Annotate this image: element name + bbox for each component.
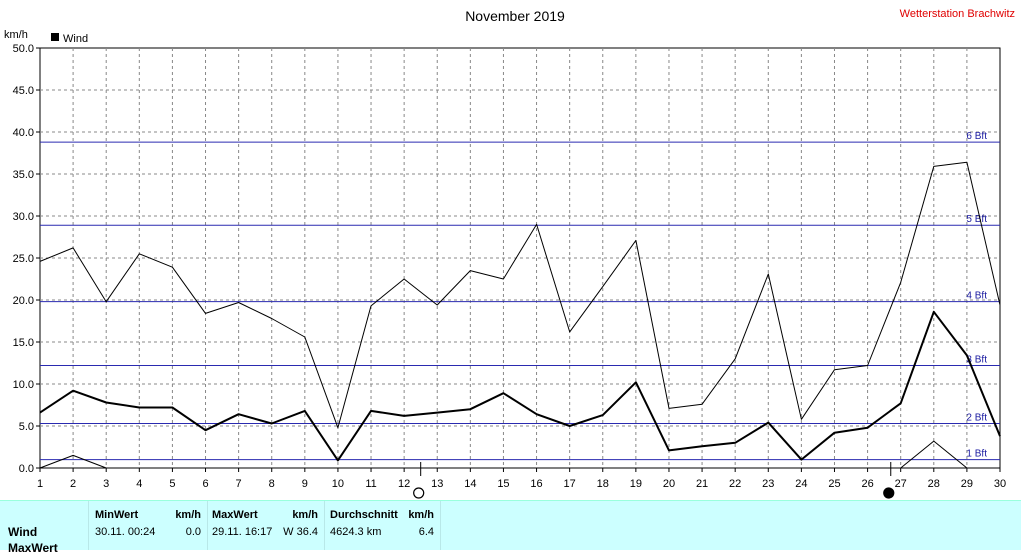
y-tick-label: 25.0 xyxy=(13,253,34,265)
y-tick-label: 45.0 xyxy=(13,85,34,97)
x-tick-label: 4 xyxy=(136,478,142,490)
x-tick-label: 23 xyxy=(762,478,774,490)
station-name: Wetterstation Brachwitz xyxy=(900,8,1015,20)
x-tick-label: 14 xyxy=(464,478,476,490)
stats-avg-value: 6.4 xyxy=(419,526,434,538)
stats-avg-header: Durchschnitt xyxy=(330,509,398,521)
stats-min-value: 0.0 xyxy=(186,526,201,538)
x-tick-label: 25 xyxy=(828,478,840,490)
stats-min-unit: km/h xyxy=(175,509,201,521)
stats-max-value: W 36.4 xyxy=(283,526,318,538)
stats-avg-cell: Durchschnitt km/h 4624.3 km 6.4 xyxy=(324,501,441,550)
beaufort-label: 1 Bft xyxy=(966,449,987,460)
x-tick-label: 26 xyxy=(861,478,873,490)
x-tick-label: 21 xyxy=(696,478,708,490)
stats-min-time: 30.11. 00:24 xyxy=(95,526,155,538)
y-tick-label: 15.0 xyxy=(13,337,34,349)
stats-max-time: 29.11. 16:17 xyxy=(212,526,272,538)
y-axis: 0.0 5.0 10.0 15.0 20.0 25.0 30.0 35.0 40.0 45.0 50… xyxy=(13,43,40,475)
stats-max-cell: MaxWert km/h 29.11. 16:17 W 36.4 xyxy=(206,501,325,550)
wind-chart: November 2019 Wetterstation Brachwitz km… xyxy=(0,0,1021,500)
beaufort-label: 4 Bft xyxy=(966,291,987,302)
x-tick-label: 22 xyxy=(729,478,741,490)
y-tick-label: 0.0 xyxy=(19,463,34,475)
x-tick-label: 3 xyxy=(103,478,109,490)
x-tick-label: 24 xyxy=(795,478,807,490)
x-tick-label: 29 xyxy=(961,478,973,490)
stats-min-header: MinWert xyxy=(95,509,138,521)
y-tick-label: 5.0 xyxy=(19,421,34,433)
x-tick-label: 20 xyxy=(663,478,675,490)
stats-panel: Wind MaxWert MinWert km/h 30.11. 00:24 0… xyxy=(0,500,1021,550)
stats-distance: 4624.3 km xyxy=(330,526,381,538)
stats-row-label-wind: Wind xyxy=(8,525,37,539)
x-tick-label: 18 xyxy=(597,478,609,490)
y-tick-label: 40.0 xyxy=(13,127,34,139)
beaufort-label: 2 Bft xyxy=(966,412,987,423)
x-tick-label: 11 xyxy=(365,478,376,490)
y-tick-label: 10.0 xyxy=(13,379,34,391)
x-tick-label: 6 xyxy=(202,478,208,490)
legend-swatch xyxy=(51,33,59,41)
x-tick-label: 16 xyxy=(530,478,542,490)
x-tick-label: 8 xyxy=(269,478,275,490)
new-moon-icon xyxy=(884,488,894,498)
stats-avg-unit: km/h xyxy=(408,509,434,521)
x-tick-label: 27 xyxy=(895,478,907,490)
beaufort-label: 6 Bft xyxy=(966,131,987,142)
x-tick-label: 10 xyxy=(332,478,344,490)
x-tick-label: 7 xyxy=(236,478,242,490)
beaufort-label: 5 Bft xyxy=(966,214,987,225)
x-tick-label: 17 xyxy=(564,478,576,490)
x-tick-label: 30 xyxy=(994,478,1006,490)
y-tick-label: 50.0 xyxy=(13,43,34,55)
y-tick-label: 30.0 xyxy=(13,211,34,223)
x-tick-label: 13 xyxy=(431,478,443,490)
y-tick-label: 35.0 xyxy=(13,169,34,181)
x-tick-label: 19 xyxy=(630,478,642,490)
stats-row-label-maxwert: MaxWert xyxy=(8,541,58,555)
x-tick-label: 2 xyxy=(70,478,76,490)
stats-max-unit: km/h xyxy=(292,509,318,521)
x-tick-label: 5 xyxy=(169,478,175,490)
x-tick-label: 9 xyxy=(302,478,308,490)
x-tick-label: 12 xyxy=(398,478,410,490)
full-moon-icon xyxy=(414,488,424,498)
x-tick-label: 1 xyxy=(37,478,43,490)
y-tick-label: 20.0 xyxy=(13,295,34,307)
chart-title: November 2019 xyxy=(465,8,565,24)
x-tick-label: 28 xyxy=(928,478,940,490)
stats-min-cell: MinWert km/h 30.11. 00:24 0.0 xyxy=(88,501,208,550)
stats-max-header: MaxWert xyxy=(212,509,258,521)
x-tick-label: 15 xyxy=(497,478,509,490)
legend-label: Wind xyxy=(63,33,88,45)
y-unit-label: km/h xyxy=(4,29,28,41)
